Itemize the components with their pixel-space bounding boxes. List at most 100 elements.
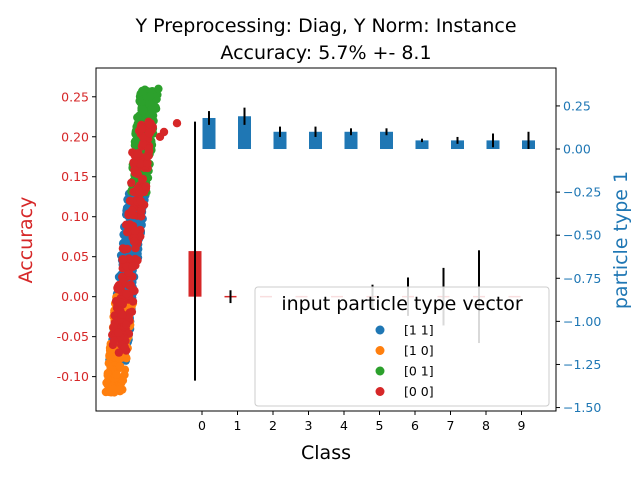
scatter-point bbox=[121, 220, 131, 229]
scatter-point bbox=[137, 124, 146, 133]
left-axis: 0.25 0.20 0.15 0.10 0.05 0.00 -0.05 -0.10 bbox=[57, 89, 96, 384]
scatter-point bbox=[136, 232, 145, 241]
scatter-layer bbox=[101, 84, 182, 397]
scatter-point bbox=[144, 128, 154, 138]
left-tick-label: 0.15 bbox=[61, 169, 89, 184]
scatter-point bbox=[123, 228, 132, 237]
scatter-point bbox=[116, 298, 125, 307]
particle-bar-5 bbox=[380, 131, 393, 150]
scatter-point bbox=[125, 196, 135, 205]
particle-bar-0 bbox=[202, 117, 216, 150]
scatter-point bbox=[135, 186, 144, 196]
x-tick-label: 8 bbox=[482, 418, 490, 433]
scatter-point bbox=[133, 170, 143, 179]
scatter-point bbox=[136, 196, 145, 206]
scatter-point bbox=[133, 149, 142, 158]
scatter-point bbox=[109, 384, 118, 394]
scatter-point bbox=[122, 261, 131, 271]
scatter-point bbox=[137, 206, 146, 216]
scatter-point bbox=[105, 352, 114, 361]
scatter-point bbox=[118, 244, 128, 253]
x-tick-label: 4 bbox=[340, 418, 348, 433]
scatter-point bbox=[133, 113, 142, 122]
right-tick-label: 0.00 bbox=[563, 142, 591, 157]
legend-marker bbox=[375, 325, 385, 335]
legend-entry-label: [1 0] bbox=[404, 343, 434, 358]
legend-box bbox=[254, 286, 550, 407]
x-tick-label: 7 bbox=[447, 418, 455, 433]
legend: input particle type vector [1 1] [1 0] [0 … bbox=[254, 286, 550, 407]
right-tick-label: −1.50 bbox=[563, 400, 601, 415]
scatter-point bbox=[131, 244, 140, 253]
particle-bar-6 bbox=[415, 140, 429, 150]
scatter-point bbox=[112, 370, 121, 379]
scatter-point bbox=[138, 105, 148, 115]
x-tick-label: 9 bbox=[518, 418, 526, 433]
legend-marker bbox=[375, 387, 385, 396]
scatter-point bbox=[138, 86, 147, 96]
scatter-point bbox=[146, 92, 155, 101]
scatter-point bbox=[128, 262, 137, 271]
legend-entry-label: [0 0] bbox=[404, 384, 434, 399]
right-tick-label: −0.75 bbox=[563, 271, 601, 286]
scatter-point bbox=[130, 237, 139, 246]
legend-marker bbox=[375, 346, 385, 355]
scatter-point bbox=[120, 343, 129, 352]
scatter-point bbox=[113, 282, 123, 291]
right-tick-label: −1.00 bbox=[563, 314, 601, 329]
left-tick-label: -0.05 bbox=[57, 329, 89, 344]
scatter-point bbox=[127, 206, 137, 215]
x-tick-label: 0 bbox=[198, 418, 206, 433]
chart-title-line1: Y Preprocessing: Diag, Y Norm: Instance bbox=[134, 15, 516, 37]
scatter-point bbox=[136, 159, 145, 168]
scatter-series-3 bbox=[108, 117, 157, 357]
scatter-point bbox=[130, 226, 140, 236]
scatter-point bbox=[129, 158, 138, 167]
scatter-point bbox=[114, 328, 123, 337]
x-tick-label: 6 bbox=[411, 418, 419, 433]
left-tick-label: 0.05 bbox=[61, 249, 89, 264]
particle-bar-3 bbox=[309, 131, 322, 150]
scatter-point bbox=[125, 281, 134, 290]
left-tick-label: -0.10 bbox=[57, 369, 89, 384]
x-axis-label: Class bbox=[301, 442, 351, 464]
scatter-point bbox=[172, 119, 182, 128]
right-axis: 0.25 0.00 −0.25 −0.50 −0.75 −1.00 −1.25 −1.50 bbox=[556, 98, 601, 415]
plot-frame bbox=[95, 67, 557, 412]
scatter-point bbox=[159, 127, 169, 137]
x-axis: 0 1 2 3 4 5 6 7 8 9 bbox=[198, 411, 526, 433]
scatter-point bbox=[154, 84, 163, 94]
legend-marker bbox=[375, 366, 385, 376]
particle-bar-1 bbox=[238, 116, 251, 150]
scatter-point bbox=[115, 361, 125, 371]
scatter-point bbox=[128, 297, 138, 306]
x-tick-label: 5 bbox=[376, 418, 384, 433]
right-tick-label: −0.25 bbox=[563, 185, 601, 200]
scatter-point bbox=[145, 120, 154, 129]
right-y-axis-label: particle type 1 bbox=[610, 171, 632, 309]
scatter-point bbox=[145, 110, 154, 120]
particle-bar-7 bbox=[451, 140, 464, 150]
scatter-point bbox=[114, 348, 124, 357]
x-tick-label: 1 bbox=[234, 418, 242, 433]
right-tick-label: −0.50 bbox=[563, 228, 601, 243]
scatter-point bbox=[122, 289, 131, 298]
scatter-point bbox=[103, 369, 113, 378]
left-tick-label: 0.10 bbox=[61, 209, 89, 224]
legend-entry-label: [0 1] bbox=[404, 364, 434, 379]
x-tick-label: 2 bbox=[269, 418, 277, 433]
scatter-point bbox=[144, 144, 153, 153]
scatter-point bbox=[139, 132, 148, 142]
scatter-point bbox=[138, 139, 148, 148]
scatter-point bbox=[109, 336, 119, 346]
scatter-point bbox=[135, 96, 144, 106]
left-tick-label: 0.00 bbox=[61, 289, 89, 304]
scatter-point bbox=[141, 182, 151, 191]
right-tick-label: −1.25 bbox=[563, 357, 601, 372]
scatter-point bbox=[127, 178, 136, 187]
left-tick-label: 0.25 bbox=[61, 89, 89, 104]
scatter-point bbox=[117, 310, 127, 319]
left-tick-label: 0.20 bbox=[61, 129, 89, 144]
scatter-point bbox=[116, 384, 125, 394]
